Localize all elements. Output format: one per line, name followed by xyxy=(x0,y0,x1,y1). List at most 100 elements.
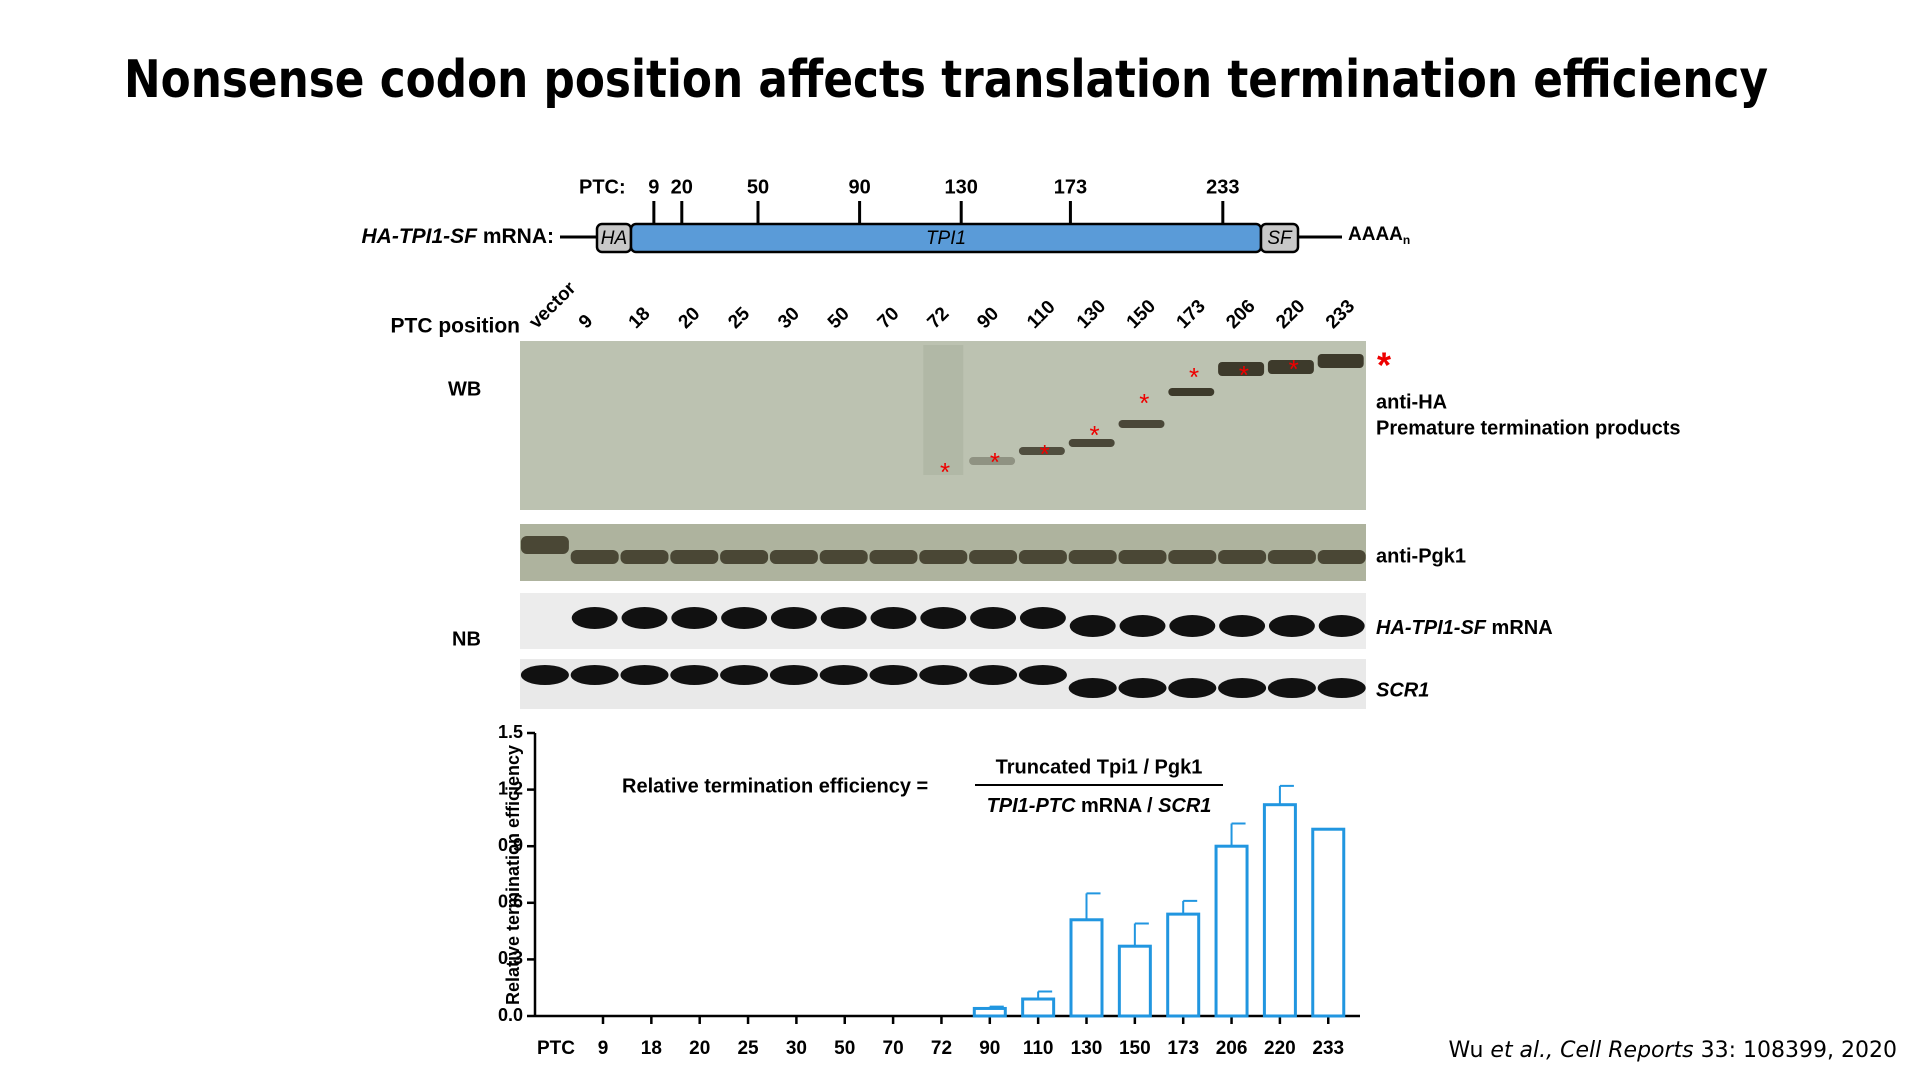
pgk1-band xyxy=(520,536,569,554)
mrna-band xyxy=(820,607,867,629)
denominator-part: SCR1 xyxy=(1158,795,1211,817)
band-marker: * xyxy=(1139,388,1149,418)
bar xyxy=(972,1006,1007,1018)
formula-denominator: TPI1-PTC mRNA / SCR1 xyxy=(987,795,1212,817)
premature-label: Premature termination products xyxy=(1376,417,1681,439)
lane-label: 233 xyxy=(1322,296,1359,333)
pgk1-band xyxy=(919,550,968,564)
domain-label: TPI1 xyxy=(926,228,966,249)
mrna-name: HA-TPI1-SF xyxy=(1376,617,1487,639)
band-marker: * xyxy=(1040,439,1050,469)
bar xyxy=(1214,844,1249,1018)
y-axis-label: Relative termination efficiency xyxy=(503,745,523,1005)
ptc-position: 50 xyxy=(747,176,769,198)
position-label: PTC position xyxy=(391,315,521,338)
x-tick-label: 220 xyxy=(1264,1038,1296,1059)
band-marker: * xyxy=(1239,360,1249,390)
x-tick-label: 90 xyxy=(979,1038,1000,1059)
pgk1-band xyxy=(1168,550,1217,564)
lane-label: 70 xyxy=(874,303,904,333)
pgk1-band xyxy=(869,550,918,564)
x-tick-label: 50 xyxy=(834,1038,855,1059)
pgk1-band xyxy=(1018,550,1067,564)
domain-box xyxy=(1259,222,1300,254)
x-tick-label: 30 xyxy=(786,1038,807,1059)
construct-label: HA-TPI1-SF mRNA: xyxy=(362,225,555,248)
wb-band xyxy=(1068,439,1115,447)
pgk1-band xyxy=(720,550,769,564)
bar xyxy=(1262,803,1297,1018)
pgk1-band xyxy=(1218,550,1267,564)
wb-band xyxy=(1018,447,1065,455)
domain-label: HA xyxy=(601,228,627,249)
citation: Wu et al., Cell Reports 33: 108399, 2020 xyxy=(1449,1038,1898,1063)
full-length-marker: * xyxy=(1377,345,1391,386)
mrna-band xyxy=(1318,615,1365,637)
x-axis-label: PTC xyxy=(537,1038,575,1059)
mrna-band xyxy=(571,607,618,629)
mrna-band xyxy=(1219,615,1266,637)
denominator-part: TPI1-PTC xyxy=(987,795,1076,817)
lane-label: 110 xyxy=(1023,297,1060,334)
wb-band xyxy=(1118,420,1165,428)
pgk1-band xyxy=(1068,550,1117,564)
scr1-band xyxy=(819,665,868,685)
scr1-band xyxy=(1118,678,1167,698)
lane-label: 220 xyxy=(1272,296,1309,333)
pgk1-band xyxy=(769,550,818,564)
scr1-band xyxy=(570,665,619,685)
mrna-band xyxy=(721,607,768,629)
wb-band xyxy=(1168,388,1215,396)
band-marker: * xyxy=(990,447,1000,477)
y-tick-label: 0.9 xyxy=(498,835,523,855)
error-bar xyxy=(1182,899,1198,915)
ptc-label: PTC: xyxy=(579,176,626,198)
poly-a-text: AAAA xyxy=(1348,224,1403,245)
ptc-position: 130 xyxy=(945,176,978,198)
lane-label: 206 xyxy=(1222,296,1259,333)
formula-numerator: Truncated Tpi1 / Pgk1 xyxy=(996,756,1203,778)
mrna-label: HA-TPI1-SF mRNA xyxy=(1376,617,1553,639)
bar xyxy=(1069,918,1104,1018)
ptc-position: 173 xyxy=(1054,176,1087,198)
mrna-band xyxy=(870,607,917,629)
error-bar xyxy=(1230,822,1246,847)
scr1-band xyxy=(1218,678,1267,698)
scr1-label: SCR1 xyxy=(1376,679,1429,701)
bar xyxy=(1021,997,1056,1018)
lane-label: 90 xyxy=(973,303,1003,333)
x-tick-label: 70 xyxy=(883,1038,904,1059)
scr1-band xyxy=(769,665,818,685)
wb-band xyxy=(1317,354,1364,368)
formula-lhs: Relative termination efficiency = xyxy=(622,775,928,797)
wb-band xyxy=(1267,360,1314,374)
mrna-band xyxy=(1019,607,1066,629)
y-tick-label: 1.2 xyxy=(498,778,523,798)
citation-part: Wu xyxy=(1449,1038,1491,1063)
mrna-band xyxy=(621,607,668,629)
y-tick-label: 0.3 xyxy=(498,948,523,968)
band-marker: * xyxy=(940,457,950,487)
x-tick-label: 9 xyxy=(598,1038,609,1059)
lane-label: 50 xyxy=(824,303,854,333)
mrna-band xyxy=(1069,615,1116,637)
pgk1-band xyxy=(969,550,1018,564)
lane-label: 72 xyxy=(924,303,954,333)
scr1-band xyxy=(1317,678,1366,698)
lane-label: vector xyxy=(525,277,581,333)
y-tick-label: 0.6 xyxy=(498,892,523,912)
citation-part: 33: 108399, 2020 xyxy=(1694,1038,1897,1063)
scr1-band xyxy=(520,665,569,685)
pgk1-band xyxy=(819,550,868,564)
mrna-band xyxy=(1268,615,1315,637)
mrna-band xyxy=(920,607,967,629)
domain-label: SF xyxy=(1267,228,1293,249)
error-bar xyxy=(1133,922,1149,947)
error-bar xyxy=(1278,784,1294,805)
ptc-position: 20 xyxy=(671,176,693,198)
construct-suffix: mRNA: xyxy=(477,225,554,248)
lane-label: 25 xyxy=(724,303,754,333)
pgk1-band xyxy=(1317,550,1366,564)
x-tick-label: 130 xyxy=(1071,1038,1103,1059)
